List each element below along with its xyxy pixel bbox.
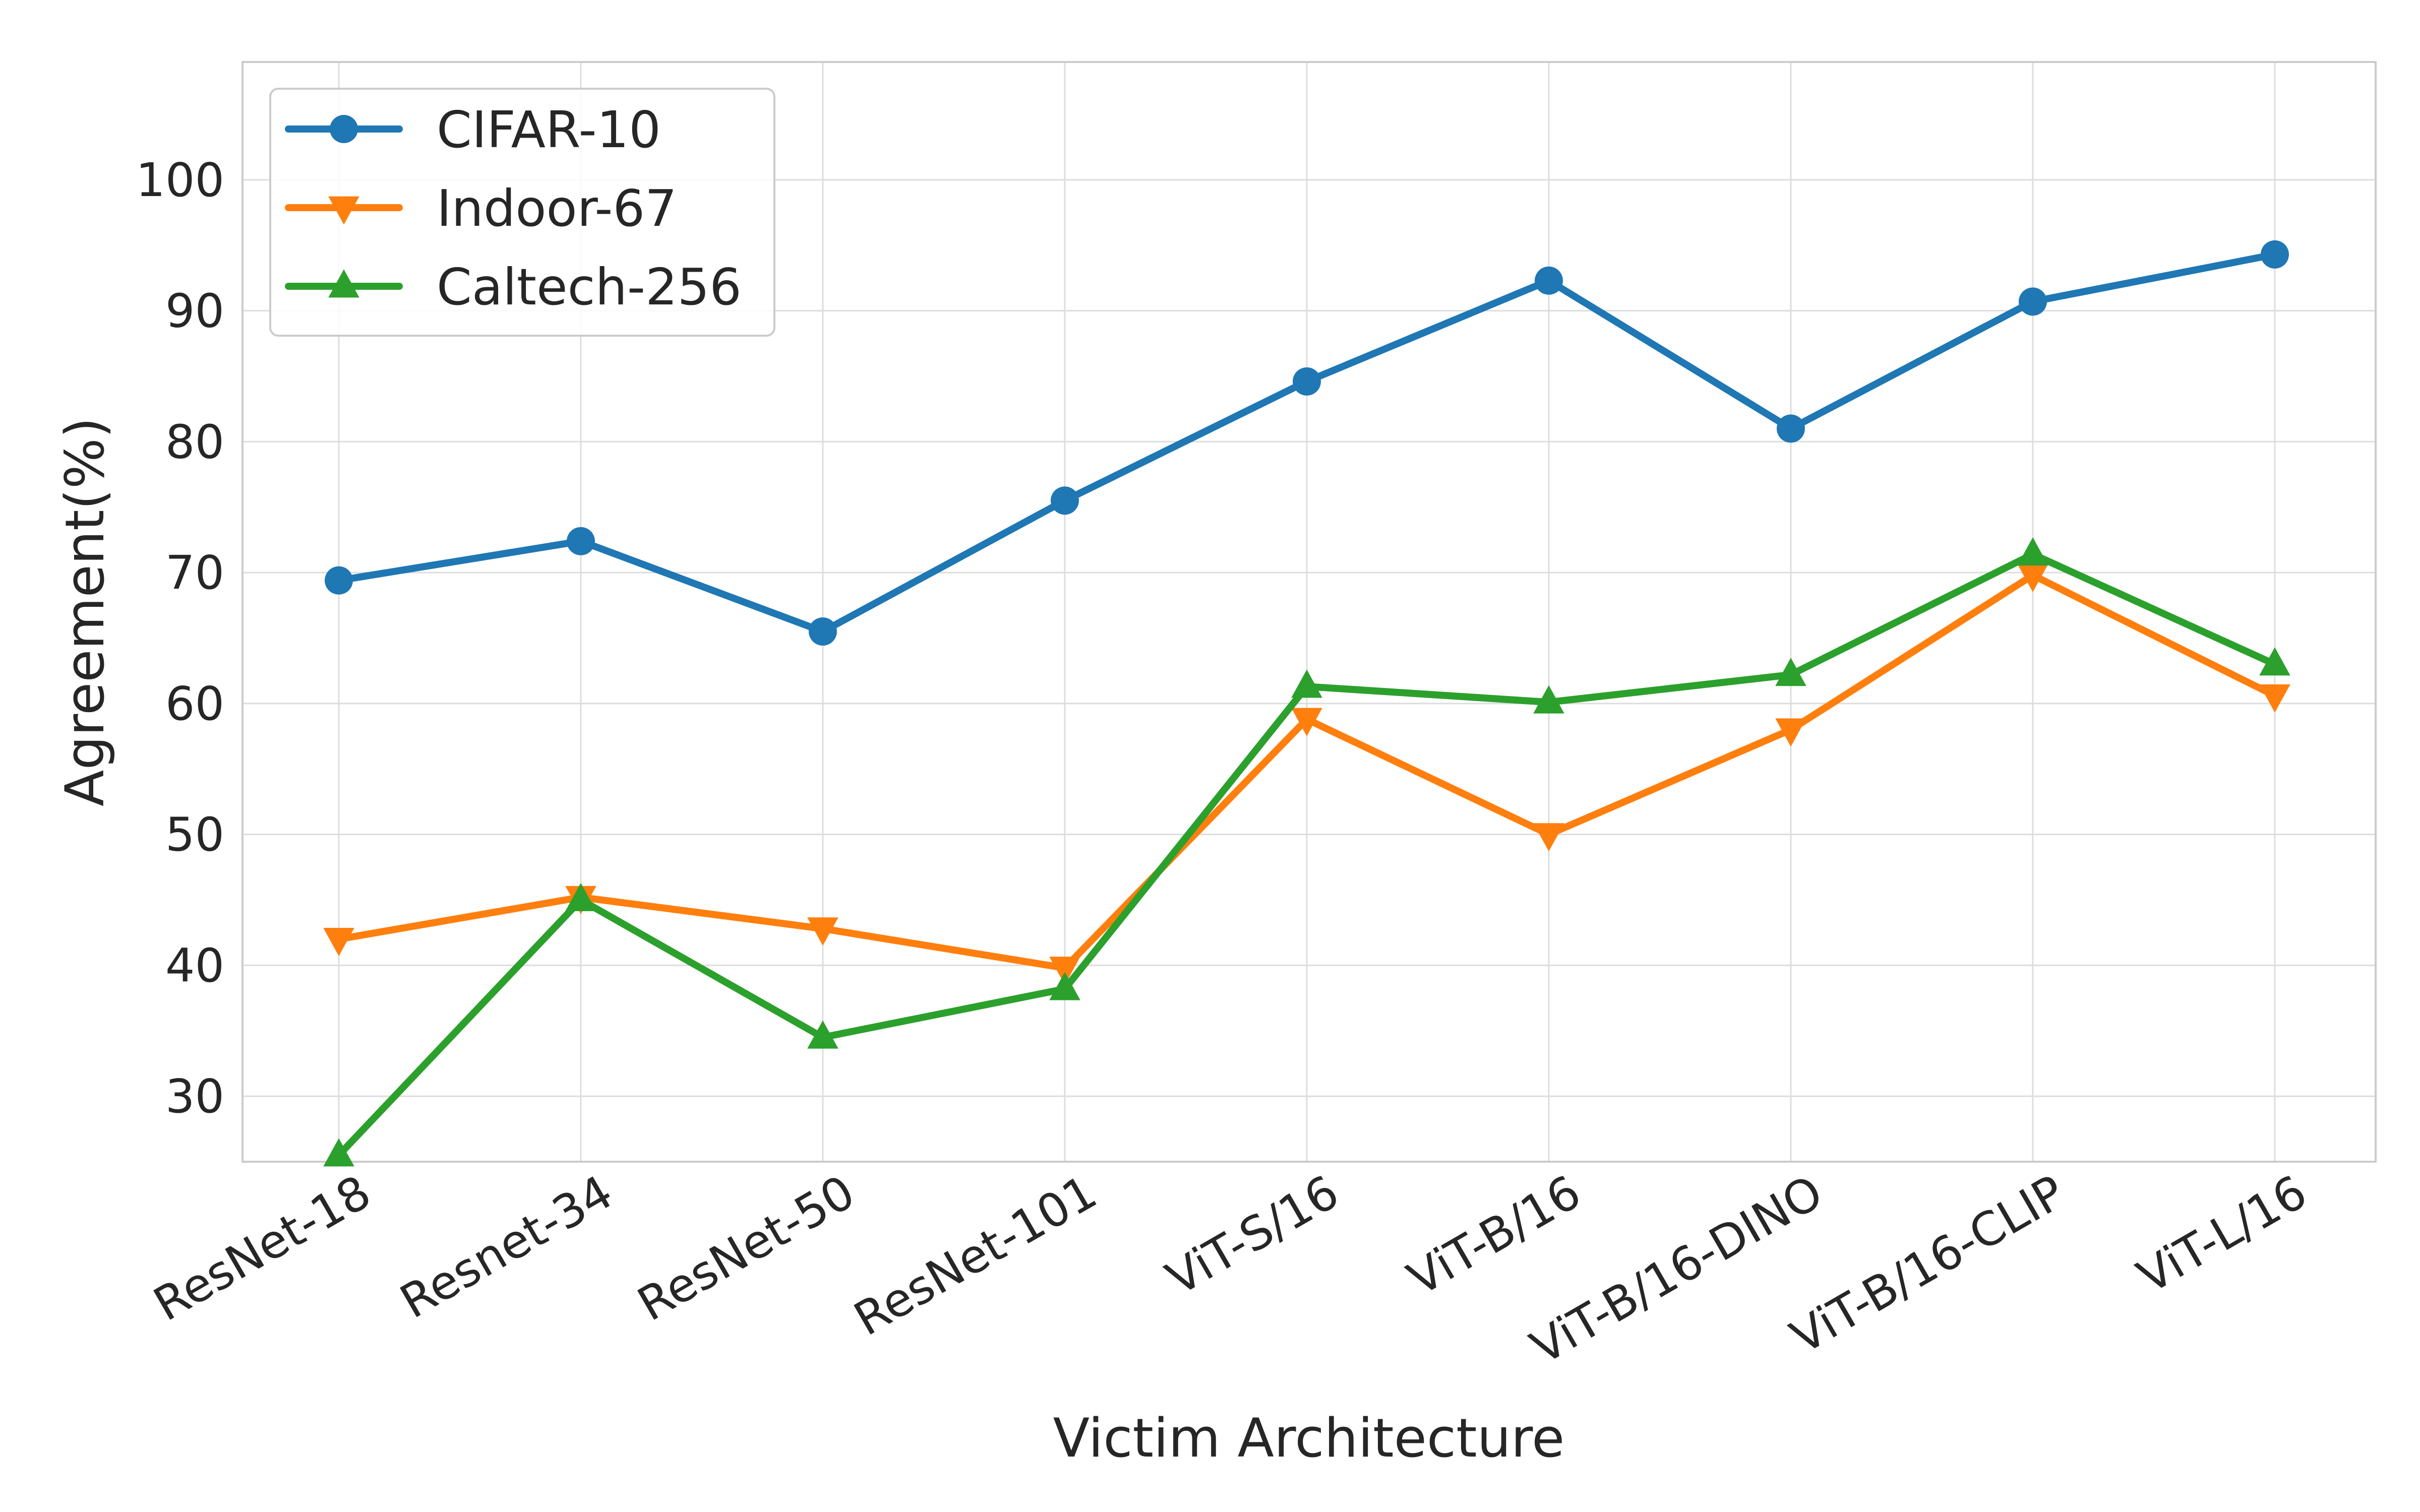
data-point-caltech-256 [2017,537,2048,566]
y-tick-label: 80 [165,415,224,469]
series-indoor-67 [323,563,2290,985]
y-tick-label: 60 [165,677,224,731]
data-point-cifar-10 [2019,287,2047,316]
data-point-cifar-10 [1293,367,1321,396]
y-tick-label: 40 [165,938,224,992]
legend: CIFAR-10 Indoor-67 Caltech-256 [269,88,775,337]
series-caltech-256 [323,537,2290,1167]
series-layer [323,240,2290,1167]
data-point-cifar-10 [325,566,353,595]
data-point-indoor-67 [807,917,838,946]
y-tick-label: 50 [165,808,224,862]
data-point-cifar-10 [1051,486,1079,515]
y-tick-label: 70 [165,546,224,600]
data-point-indoor-67 [2259,684,2290,713]
data-point-caltech-256 [1533,685,1564,714]
y-tick-label: 90 [165,284,224,338]
y-tick-label: 100 [136,153,224,207]
data-point-indoor-67 [1533,823,1564,852]
y-tick-label: 30 [165,1069,224,1123]
y-axis-title: Agreement(%) [54,417,116,806]
legend-label-cifar-10: CIFAR-10 [437,100,661,159]
data-point-caltech-256 [1291,669,1322,698]
data-point-indoor-67 [1775,718,1806,747]
legend-marker-indoor-67 [328,196,359,225]
legend-label-caltech-256: Caltech-256 [437,258,742,317]
data-point-cifar-10 [1777,414,1805,443]
data-point-cifar-10 [2261,240,2289,269]
data-point-caltech-256 [1775,658,1806,686]
y-tick-labels: 30 40 50 60 70 80 90 100 [136,153,224,1123]
data-point-caltech-256 [807,1020,838,1049]
data-point-cifar-10 [567,527,595,555]
data-point-caltech-256 [565,883,596,911]
data-point-indoor-67 [1291,708,1322,736]
data-point-indoor-67 [2017,563,2048,592]
data-point-caltech-256 [2259,647,2290,676]
legend-label-indoor-67: Indoor-67 [437,179,677,238]
data-point-indoor-67 [1049,957,1080,985]
legend-marker-cifar-10 [330,115,358,143]
x-axis-title: Victim Architecture [1053,1407,1565,1469]
legend-marker-caltech-256 [328,269,359,298]
data-point-caltech-256 [1049,972,1080,1000]
legend-box [269,88,775,337]
data-point-cifar-10 [1535,266,1563,295]
data-point-cifar-10 [809,617,837,646]
data-point-caltech-256 [323,1138,354,1167]
series-cifar-10 [325,240,2289,646]
plot-frame [241,61,2377,1163]
data-point-indoor-67 [323,928,354,957]
